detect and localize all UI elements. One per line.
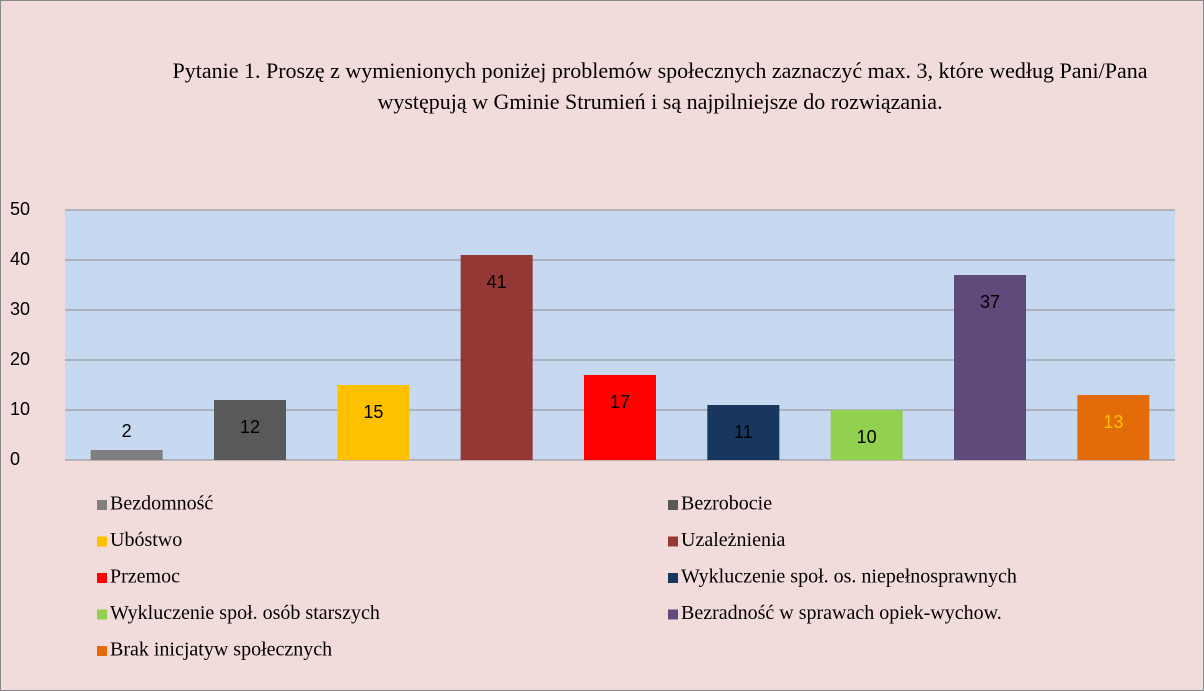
- legend-swatch: [97, 573, 107, 583]
- y-tick-label: 0: [10, 449, 20, 469]
- legend-swatch: [97, 500, 107, 510]
- legend-swatch: [668, 536, 678, 547]
- data-label: 12: [240, 417, 260, 437]
- legend-swatch: [668, 609, 678, 620]
- data-label: 11: [734, 422, 753, 442]
- bar: [1077, 395, 1150, 460]
- bar: [954, 275, 1026, 460]
- data-label: 37: [980, 292, 1000, 312]
- legend-swatch: [97, 609, 107, 620]
- y-tick-label: 30: [10, 299, 30, 319]
- data-label: 41: [487, 272, 507, 292]
- y-tick-label: 40: [10, 249, 30, 269]
- legend-swatch: [97, 646, 107, 656]
- legend-label: Przemoc: [110, 566, 180, 588]
- bar: [337, 385, 410, 460]
- y-tick-label: 10: [10, 399, 30, 419]
- data-label: 2: [122, 421, 132, 441]
- bar: [830, 410, 903, 460]
- bar: [584, 375, 656, 460]
- legend-label: Wykluczenie społ. osób starszych: [110, 602, 380, 624]
- legend-label: Brak inicjatyw społecznych: [110, 639, 332, 661]
- legend-label: Bezrobocie: [681, 493, 772, 515]
- bar: [460, 255, 533, 460]
- bar: [90, 450, 163, 460]
- legend-label: Uzależnienia: [681, 529, 785, 551]
- bar: [707, 405, 780, 460]
- data-label: 15: [363, 402, 383, 422]
- data-label: 10: [857, 427, 877, 447]
- chart-title: Pytanie 1. Proszę z wymienionych poniżej…: [172, 58, 1148, 114]
- legend-swatch: [668, 500, 678, 510]
- legend-swatch: [668, 573, 678, 583]
- y-tick-label: 20: [10, 349, 30, 369]
- legend-label: Bezdomność: [110, 493, 213, 515]
- bar: [214, 400, 286, 460]
- y-tick-label: 50: [10, 199, 30, 219]
- legend-label: Wykluczenie społ. os. niepełnosprawnych: [681, 566, 1017, 588]
- legend-swatch: [97, 536, 107, 547]
- legend-label: Ubóstwo: [110, 529, 182, 551]
- legend-label: Bezradność w sprawach opiek-wychow.: [681, 602, 1002, 624]
- data-label: 17: [610, 392, 630, 412]
- data-label: 13: [1103, 412, 1123, 432]
